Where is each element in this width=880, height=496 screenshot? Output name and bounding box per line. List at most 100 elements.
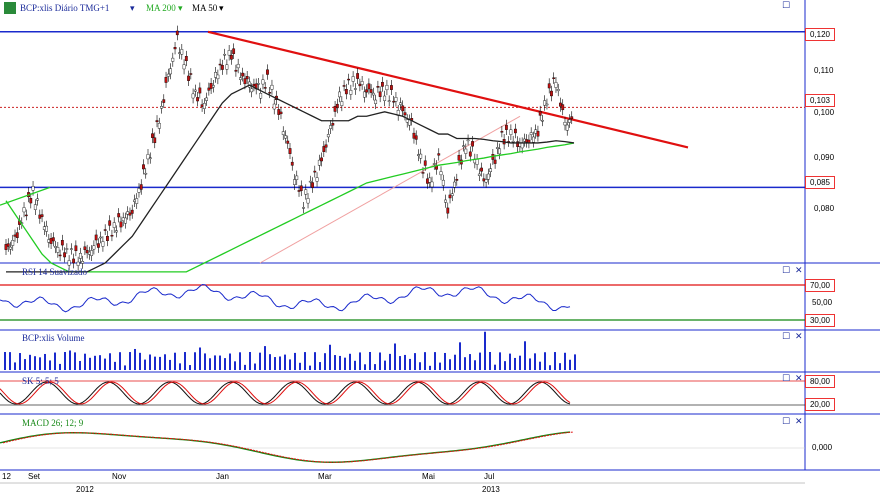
candle-body: [477, 173, 481, 176]
candle-body: [320, 157, 323, 162]
candle-body: [234, 69, 238, 72]
candle-body: [394, 97, 398, 102]
candle-body: [331, 123, 335, 126]
candle-body: [74, 245, 78, 252]
ma200-dropdown-icon[interactable]: ▾: [178, 3, 183, 13]
candle-body: [243, 78, 247, 85]
candle-body: [257, 83, 260, 85]
rsi-maximize-icon[interactable]: ☐: [782, 266, 791, 276]
uptrend-line: [259, 115, 521, 264]
candle-body: [180, 49, 184, 55]
maximize-icon[interactable]: ☐: [782, 1, 791, 11]
candle-body: [119, 221, 123, 228]
candle-body: [444, 199, 447, 203]
ma50-label[interactable]: MA 50: [192, 3, 218, 13]
candle-body: [268, 92, 272, 94]
candle-body: [383, 95, 387, 101]
candle-body: [437, 153, 441, 156]
candle-body: [245, 76, 249, 80]
candle-body: [550, 90, 553, 97]
rsi-close-icon[interactable]: ✕: [795, 266, 803, 276]
candle-body: [288, 148, 292, 154]
candle-body: [279, 111, 283, 115]
stoch-close-icon[interactable]: ✕: [795, 374, 803, 384]
volume-title[interactable]: BCP:xlis Volume: [22, 333, 85, 343]
price-tick: 0,110: [814, 66, 834, 75]
candle-body: [99, 236, 103, 239]
candle-body: [142, 164, 145, 170]
rsi-level-70: 70,00: [805, 279, 835, 292]
macd-close-icon[interactable]: ✕: [795, 417, 803, 427]
candle-body: [11, 240, 15, 246]
candle-body: [399, 102, 402, 105]
candle-body: [103, 229, 107, 231]
candle-body: [552, 77, 556, 79]
candle-body: [148, 157, 152, 159]
candle-body: [568, 119, 571, 123]
candle-body: [22, 207, 26, 213]
candle-body: [72, 258, 76, 264]
candle-body: [329, 125, 332, 129]
rsi-title[interactable]: RSI 14 Suavizado: [22, 267, 87, 277]
candle-body: [498, 148, 502, 155]
symbol-dropdown-icon[interactable]: ▾: [130, 3, 135, 13]
candle-body: [277, 109, 281, 115]
candle-body: [133, 199, 136, 202]
candle-body: [220, 65, 224, 70]
symbol-label[interactable]: BCP:xlis Diário TMG+1: [20, 3, 110, 13]
year-label: 2012: [76, 485, 94, 494]
candle-body: [545, 103, 549, 106]
candle-body: [484, 179, 488, 183]
candle-body: [83, 246, 87, 250]
macd-maximize-icon[interactable]: ☐: [782, 417, 791, 427]
candle-body: [153, 137, 157, 144]
month-label: Jan: [216, 472, 229, 481]
candle-body: [175, 30, 179, 36]
candle-body: [126, 211, 130, 215]
candle-body: [513, 128, 517, 134]
candle-body: [335, 103, 339, 109]
macd-title[interactable]: MACD 26; 12; 9: [22, 418, 84, 428]
candle-body: [65, 248, 69, 250]
candle-body: [432, 163, 436, 165]
stoch-d-line: [0, 381, 571, 405]
candle-body: [49, 238, 53, 244]
stoch-maximize-icon[interactable]: ☐: [782, 374, 791, 384]
candle-body: [457, 154, 461, 161]
candle-body: [489, 168, 493, 172]
stoch-title[interactable]: SK 5; 5; 5: [22, 376, 59, 386]
candle-body: [308, 180, 312, 183]
candle-body: [385, 84, 389, 91]
candle-body: [480, 167, 483, 172]
candle-body: [205, 97, 209, 101]
candle-body: [293, 179, 296, 185]
candle-body: [453, 181, 456, 188]
candle-body: [36, 198, 39, 201]
candle-body: [56, 247, 60, 253]
candle-body: [471, 141, 474, 147]
candle-body: [369, 89, 373, 93]
candle-body: [67, 260, 71, 266]
app-logo-icon: [4, 2, 16, 14]
candle-body: [42, 226, 46, 230]
price-tick: 0,100: [814, 108, 835, 117]
candle-body: [313, 170, 317, 173]
candle-body: [281, 131, 285, 135]
candle-body: [184, 56, 188, 62]
volume-maximize-icon[interactable]: ☐: [782, 332, 791, 342]
candle-body: [209, 83, 213, 89]
candle-body: [198, 87, 202, 94]
price-tick: 0,080: [814, 204, 835, 213]
candle-body: [441, 179, 445, 186]
volume-close-icon[interactable]: ✕: [795, 332, 803, 342]
candle-body: [94, 234, 98, 241]
candle-body: [356, 73, 360, 79]
ma50-dropdown-icon[interactable]: ▾: [219, 3, 224, 13]
candle-body: [239, 77, 242, 80]
candle-body: [155, 120, 159, 123]
candle-body: [232, 48, 236, 54]
ma200-label[interactable]: MA 200: [146, 3, 176, 13]
candle-body: [157, 122, 161, 129]
candle-body: [139, 184, 143, 190]
